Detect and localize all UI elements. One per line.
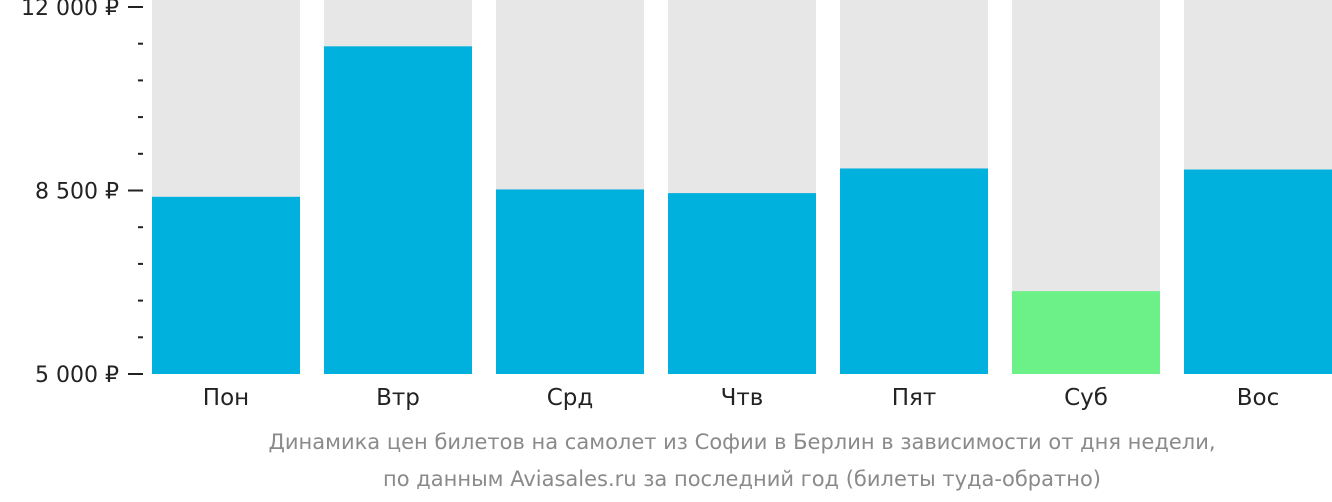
chart-caption-line-2: по данным Aviasales.ru за последний год … bbox=[383, 467, 1101, 491]
y-tick-label: 8 500 ₽ bbox=[35, 180, 119, 205]
x-tick-label: Суб bbox=[1064, 385, 1108, 411]
x-tick-label: Пон bbox=[203, 385, 249, 411]
x-tick-label: Чтв bbox=[721, 385, 764, 411]
bar-4 bbox=[840, 168, 988, 374]
x-tick-label: Срд bbox=[547, 385, 594, 411]
chart-caption-line-1: Динамика цен билетов на самолет из Софии… bbox=[268, 430, 1216, 454]
x-tick-label: Втр bbox=[376, 385, 420, 411]
bar-1 bbox=[324, 46, 472, 374]
bar-3 bbox=[668, 193, 816, 374]
bar-6 bbox=[1184, 169, 1332, 374]
y-axis: 12 000 ₽ 8 500 ₽ 5 000 ₽ bbox=[21, 0, 143, 388]
bar-2 bbox=[496, 189, 644, 374]
bar-0 bbox=[152, 196, 300, 374]
x-axis-labels: Пон Втр Срд Чтв Пят Суб Вос bbox=[203, 385, 1279, 411]
x-tick-label: Пят bbox=[892, 385, 937, 411]
y-tick-label: 5 000 ₽ bbox=[35, 363, 119, 388]
x-tick-label: Вос bbox=[1237, 385, 1280, 411]
y-tick-label: 12 000 ₽ bbox=[21, 0, 119, 21]
bar-5 bbox=[1012, 291, 1160, 374]
bars bbox=[152, 0, 1332, 374]
